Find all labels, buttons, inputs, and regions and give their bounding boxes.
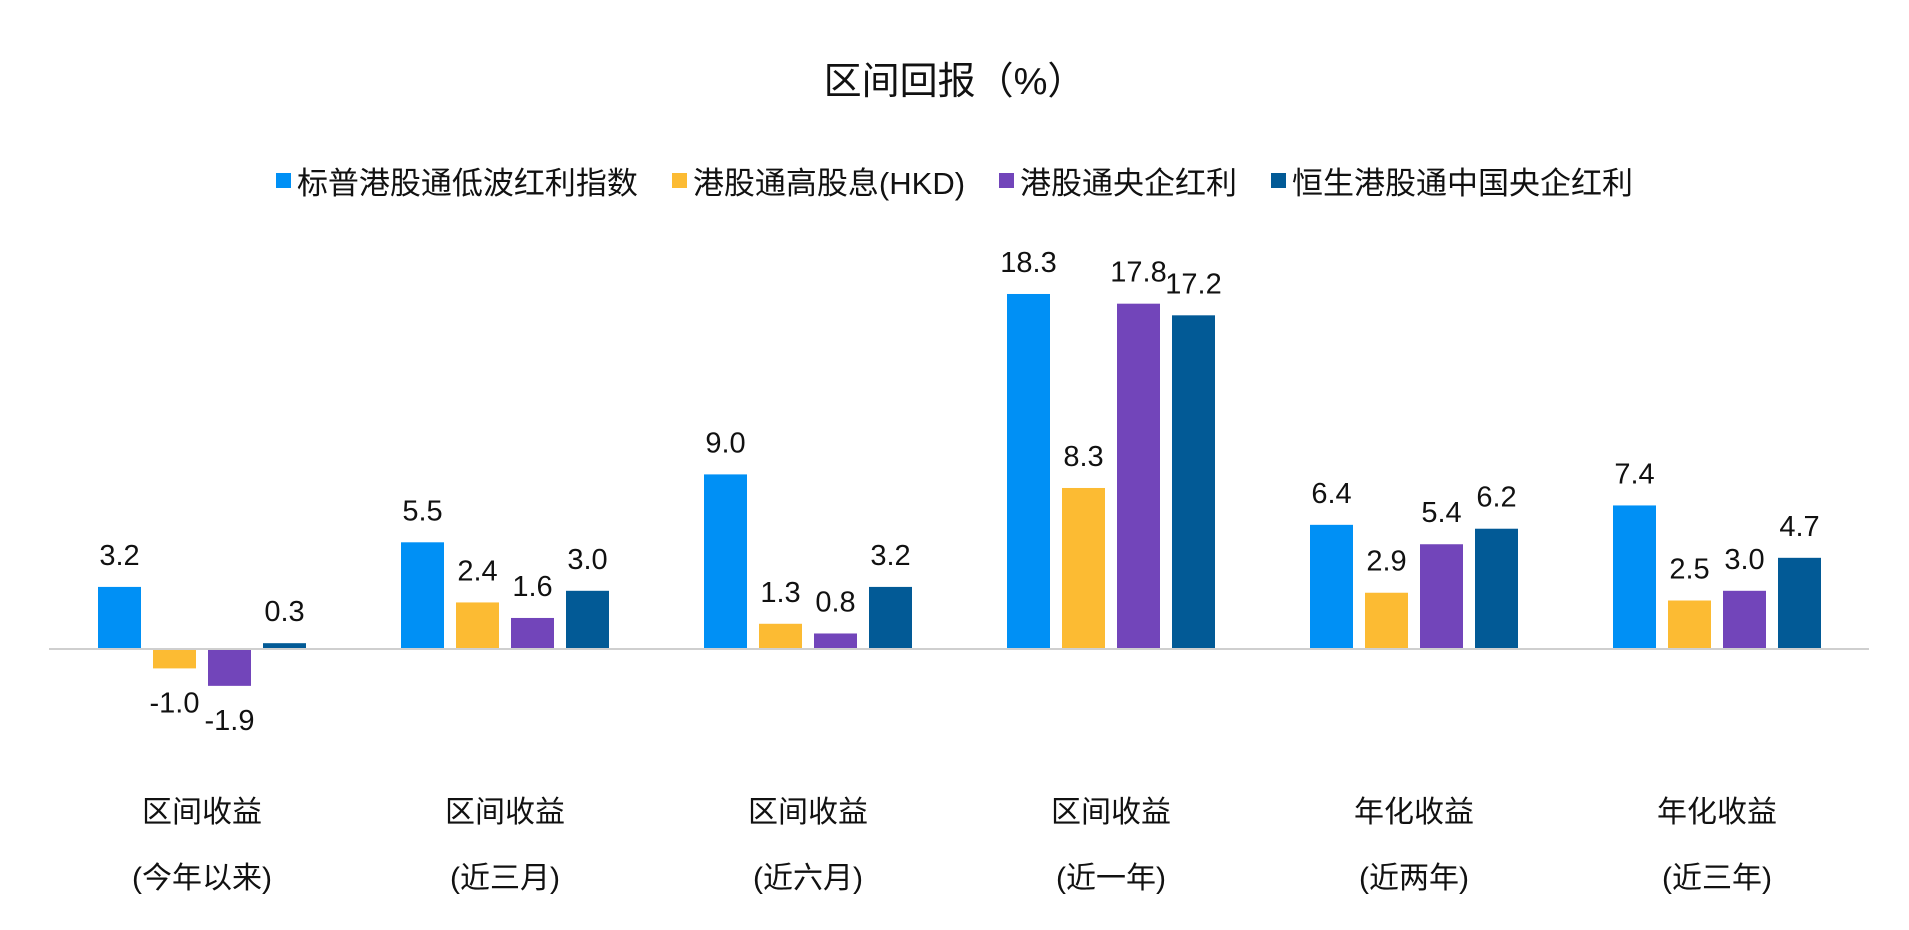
data-label: 8.3	[1063, 441, 1103, 473]
data-label: 9.0	[705, 427, 745, 459]
bar	[263, 643, 306, 649]
x-tick-label: 年化收益	[1657, 796, 1777, 829]
bar	[1365, 592, 1408, 649]
bar	[1723, 590, 1766, 649]
legend-swatch	[1271, 173, 1287, 188]
legend-label: 恒生港股通中国央企红利	[1292, 166, 1634, 201]
chart-title: 区间回报（%）	[823, 61, 1086, 103]
data-label: -1.9	[205, 705, 255, 737]
data-label: 3.2	[99, 540, 139, 572]
bar	[1172, 315, 1215, 649]
data-label: 3.0	[567, 544, 607, 576]
data-label: 0.3	[264, 596, 304, 628]
bar	[814, 633, 857, 649]
data-label: 5.4	[1421, 497, 1461, 529]
data-label: 1.3	[760, 577, 800, 609]
bar	[704, 474, 747, 649]
legend-label: 标普港股通低波红利指数	[296, 166, 638, 201]
data-label: 3.0	[1724, 544, 1764, 576]
bar	[1062, 487, 1105, 649]
data-label: 7.4	[1614, 458, 1654, 490]
data-label: 18.3	[1000, 247, 1056, 279]
bar	[98, 586, 141, 649]
bar	[1007, 293, 1050, 649]
data-label: -1.0	[150, 687, 200, 719]
x-tick-label: 年化收益	[1354, 796, 1474, 829]
x-tick-label: (近一年)	[1056, 862, 1166, 895]
data-label: 1.6	[512, 571, 552, 603]
data-label: 4.7	[1779, 511, 1819, 543]
legend-swatch	[275, 173, 291, 188]
data-label: 0.8	[815, 586, 855, 618]
legend-item: 恒生港股通中国央企红利	[1271, 158, 1633, 203]
data-label: 5.5	[402, 495, 442, 527]
bar	[1613, 505, 1656, 649]
x-tick-label: (近三月)	[450, 862, 560, 895]
legend-swatch	[999, 173, 1015, 188]
legend-item: 标普港股通低波红利指数	[275, 158, 638, 203]
legend-label: 港股通高股息(HKD)	[692, 166, 966, 201]
bar	[1310, 524, 1353, 649]
data-label: 17.8	[1110, 257, 1166, 289]
bar	[759, 623, 802, 649]
x-tick-label: (近三年)	[1662, 862, 1772, 895]
data-label: 17.2	[1165, 268, 1221, 300]
bar	[1668, 600, 1711, 649]
legend-swatch	[671, 173, 687, 188]
legend-item: 港股通央企红利	[999, 158, 1237, 203]
x-tick-label: 区间收益	[142, 796, 262, 829]
bar	[1420, 544, 1463, 649]
bar	[869, 586, 912, 649]
bar	[1778, 557, 1821, 649]
data-label: 6.4	[1311, 478, 1351, 510]
x-tick-label: (今年以来)	[132, 862, 272, 895]
data-label: 2.5	[1669, 554, 1709, 586]
data-label: 6.2	[1476, 482, 1516, 514]
data-label: 2.4	[457, 555, 497, 587]
x-tick-label: 区间收益	[445, 796, 565, 829]
data-label: 2.9	[1366, 546, 1406, 578]
x-tick-label: (近六月)	[753, 862, 863, 895]
bar	[153, 649, 196, 669]
bar	[1117, 303, 1160, 649]
x-tick-label: 区间收益	[748, 796, 868, 829]
data-label: 3.2	[870, 540, 910, 572]
bar	[1475, 528, 1518, 649]
bar	[208, 649, 251, 686]
bar	[401, 542, 444, 649]
legend-label: 港股通央企红利	[1020, 166, 1238, 201]
legend: 标普港股通低波红利指数 港股通高股息(HKD) 港股通央企红利 恒生港股通中国央…	[0, 158, 1909, 203]
x-tick-label: 区间收益	[1051, 796, 1171, 829]
bar	[456, 602, 499, 649]
bar	[511, 617, 554, 649]
bar	[566, 590, 609, 649]
x-tick-label: (近两年)	[1359, 862, 1469, 895]
legend-item: 港股通高股息(HKD)	[671, 158, 966, 203]
